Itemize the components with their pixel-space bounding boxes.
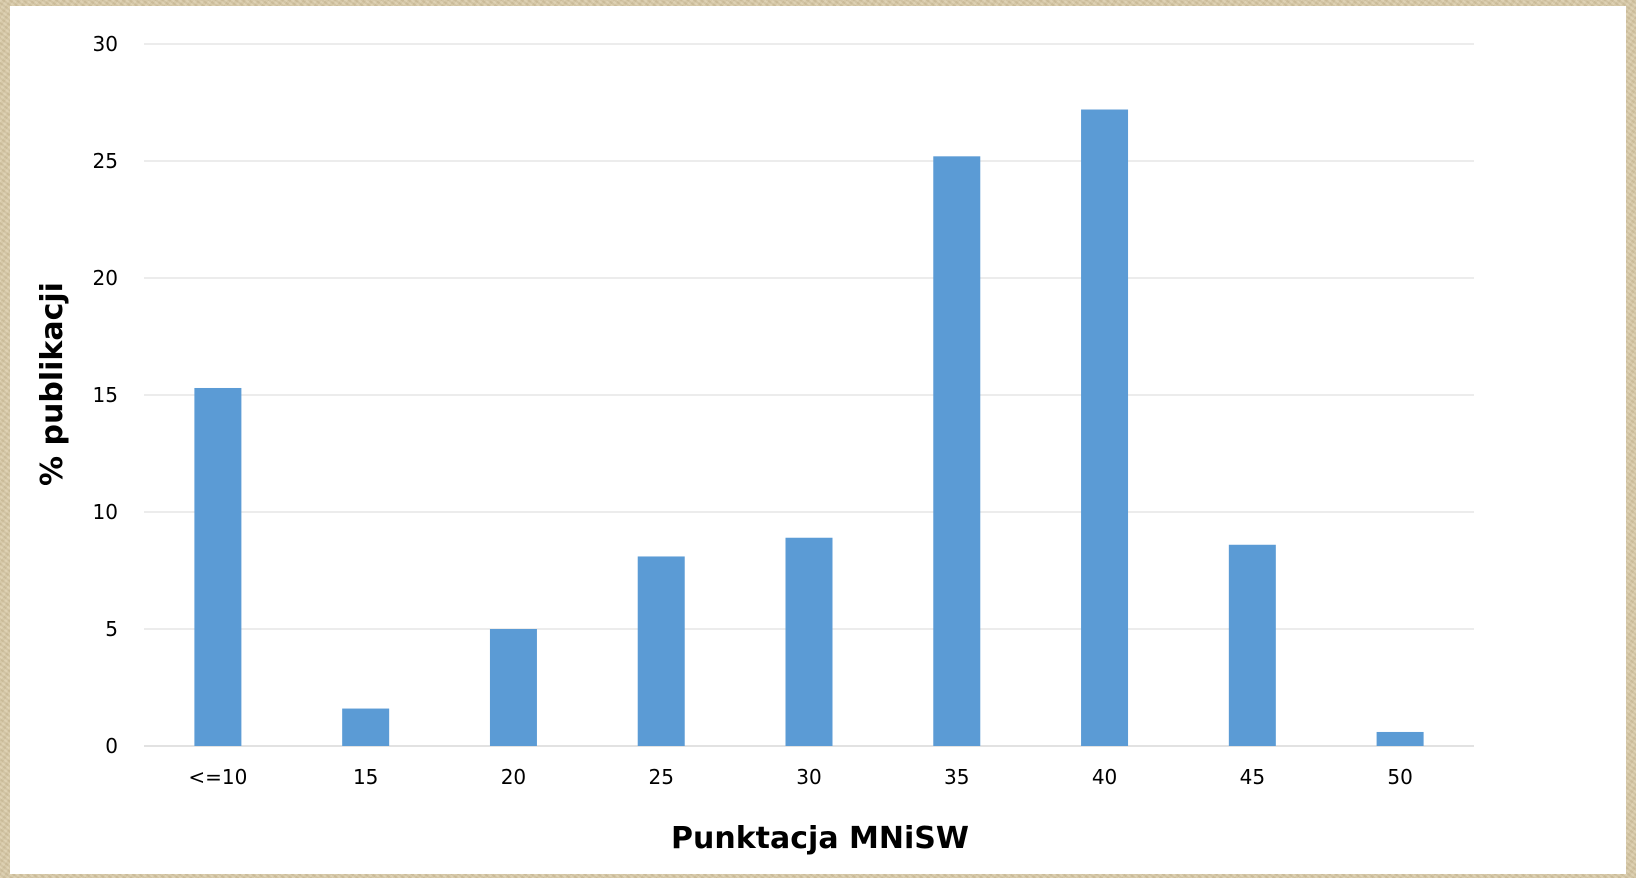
- x-axis-title: Punktacja MNiSW: [671, 821, 969, 856]
- bar: [342, 708, 390, 746]
- chart-panel: 0 5 10 15 20 25 30 <=10 15 20 25 30 35 40 45 50 Punkta…: [10, 6, 1626, 874]
- bar: [1081, 109, 1129, 746]
- bar: [1376, 731, 1424, 746]
- bar: [1228, 544, 1276, 746]
- y-tick-label: 30: [93, 32, 118, 56]
- bar: [933, 156, 981, 746]
- bar: [785, 537, 833, 746]
- bar-chart: 0 5 10 15 20 25 30 <=10 15 20 25 30 35 40 45 50 Punkta…: [35, 32, 1474, 856]
- y-tick-label: 20: [93, 266, 118, 290]
- y-tick-label: 5: [105, 617, 118, 641]
- bar: [637, 556, 685, 746]
- y-tick-label: 0: [105, 734, 118, 758]
- x-tick-label: 30: [796, 765, 821, 789]
- bar: [194, 387, 242, 746]
- x-tick-label: <=10: [188, 765, 247, 789]
- x-tick-label: 20: [501, 765, 526, 789]
- y-tick-labels: 0 5 10 15 20 25 30: [93, 32, 118, 758]
- x-tick-label: 50: [1387, 765, 1412, 789]
- bar: [489, 629, 537, 746]
- x-tick-label: 25: [648, 765, 673, 789]
- y-axis-title: % publikacji: [35, 282, 70, 486]
- y-tick-label: 15: [93, 383, 118, 407]
- bars: [194, 109, 1424, 746]
- x-tick-label: 35: [944, 765, 969, 789]
- x-tick-labels: <=10 15 20 25 30 35 40 45 50: [188, 765, 1412, 789]
- x-tick-label: 40: [1092, 765, 1117, 789]
- y-tick-label: 10: [93, 500, 118, 524]
- y-tick-label: 25: [93, 149, 118, 173]
- x-tick-label: 45: [1240, 765, 1265, 789]
- x-tick-label: 15: [353, 765, 378, 789]
